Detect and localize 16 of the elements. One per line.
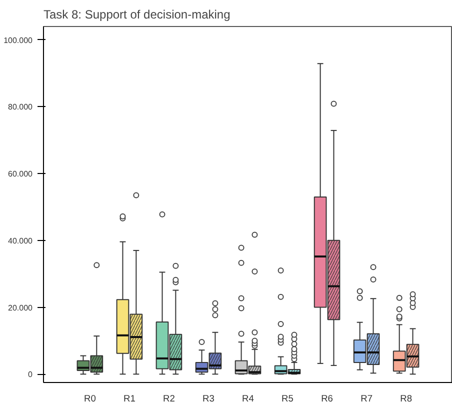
chart-title: Task 8: Support of decision-making: [44, 8, 230, 22]
y-tick-label: 20.000: [8, 303, 34, 312]
x-tick-label: R1: [123, 394, 136, 404]
x-tick-label: R4: [242, 394, 254, 404]
y-tick-label: 0: [28, 370, 34, 380]
x-tick-label: R8: [400, 394, 412, 404]
y-tick-label: 40.000: [8, 236, 34, 246]
x-tick-label: R2: [163, 394, 175, 404]
x-tick-label: R6: [321, 394, 334, 404]
y-tick-label: 80.000: [8, 102, 34, 112]
x-tick-label: R3: [202, 394, 214, 404]
x-tick-label: R0: [84, 394, 96, 404]
y-tick-label: 100.000: [4, 36, 34, 45]
x-tick-label: R7: [360, 394, 373, 404]
x-tick-label: R5: [282, 394, 294, 404]
y-tick-label: 60.000: [8, 170, 34, 179]
